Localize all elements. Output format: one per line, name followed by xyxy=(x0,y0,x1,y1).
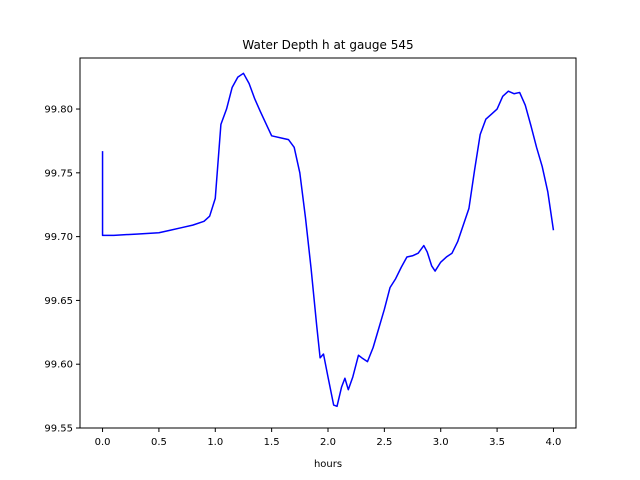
x-tick-label: 0.5 xyxy=(151,437,167,448)
x-axis: 0.0 0.5 1.0 1.5 2.0 2.5 3.0 3.5 4.0 xyxy=(95,428,562,448)
x-tick-label: 2.0 xyxy=(320,437,336,448)
y-tick-label: 99.70 xyxy=(44,232,73,243)
y-tick-label: 99.75 xyxy=(44,168,73,179)
chart-title: Water Depth h at gauge 545 xyxy=(242,38,413,52)
y-tick-label: 99.65 xyxy=(44,296,73,307)
x-tick-label: 4.0 xyxy=(546,437,562,448)
y-axis: 99.55 99.60 99.65 99.70 99.75 99.80 xyxy=(44,105,80,435)
x-tick-label: 1.0 xyxy=(207,437,223,448)
x-tick-label: 0.0 xyxy=(95,437,111,448)
y-tick-label: 99.55 xyxy=(44,424,73,435)
y-tick-label: 99.80 xyxy=(44,105,73,116)
plot-area xyxy=(101,72,555,408)
x-tick-label: 3.0 xyxy=(433,437,449,448)
x-axis-label: hours xyxy=(314,459,342,470)
x-tick-label: 1.5 xyxy=(264,437,280,448)
y-tick-label: 99.60 xyxy=(44,360,73,371)
x-tick-label: 2.5 xyxy=(376,437,392,448)
x-tick-label: 3.5 xyxy=(489,437,505,448)
series-line-0 xyxy=(101,72,555,408)
